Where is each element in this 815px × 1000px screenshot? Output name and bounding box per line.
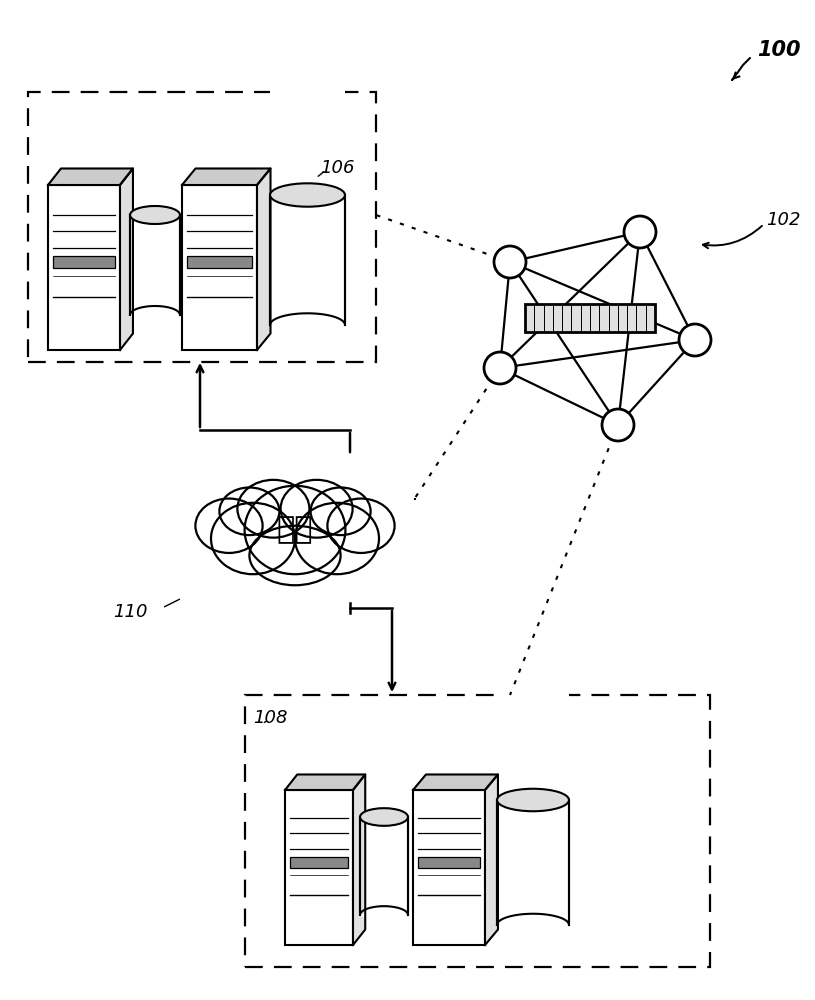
Text: 102: 102	[766, 211, 800, 229]
Bar	[618, 304, 628, 332]
Bar	[285, 790, 353, 945]
Polygon shape	[257, 168, 271, 350]
Bar	[535, 304, 544, 332]
Polygon shape	[413, 774, 498, 790]
Bar	[645, 304, 655, 332]
Bar	[413, 790, 485, 945]
Ellipse shape	[270, 183, 345, 207]
Ellipse shape	[328, 499, 394, 553]
Bar	[182, 185, 257, 350]
Bar	[544, 304, 553, 332]
Bar	[130, 115, 180, 215]
Text: 100: 100	[757, 40, 800, 60]
Ellipse shape	[211, 503, 295, 574]
Bar	[553, 304, 562, 332]
Circle shape	[494, 246, 526, 278]
Text: 106: 106	[320, 159, 355, 177]
Text: 网络: 网络	[277, 516, 313, 544]
Ellipse shape	[130, 206, 180, 224]
Bar	[290, 857, 348, 867]
Circle shape	[602, 409, 634, 441]
Polygon shape	[353, 774, 365, 945]
Bar	[48, 185, 120, 350]
Bar	[497, 675, 569, 800]
Bar	[581, 304, 590, 332]
Text: 108: 108	[253, 709, 288, 727]
Bar	[628, 304, 637, 332]
Bar	[187, 256, 252, 267]
Circle shape	[624, 216, 656, 248]
Ellipse shape	[196, 499, 262, 553]
Circle shape	[679, 324, 711, 356]
Bar	[525, 304, 655, 332]
Ellipse shape	[244, 486, 346, 574]
Bar	[53, 256, 115, 267]
Ellipse shape	[295, 503, 379, 574]
Ellipse shape	[280, 480, 353, 538]
Bar	[637, 304, 645, 332]
Ellipse shape	[311, 488, 371, 535]
Text: 110: 110	[113, 603, 148, 621]
Ellipse shape	[249, 526, 341, 585]
Ellipse shape	[497, 789, 569, 811]
Ellipse shape	[219, 488, 280, 535]
Bar	[599, 304, 609, 332]
Bar	[28, 92, 376, 362]
Bar	[571, 304, 581, 332]
Bar	[609, 304, 618, 332]
Bar	[245, 695, 710, 967]
Bar	[360, 719, 408, 817]
Ellipse shape	[360, 808, 408, 826]
Polygon shape	[285, 774, 365, 790]
Polygon shape	[120, 168, 133, 350]
Circle shape	[484, 352, 516, 384]
Bar	[270, 65, 345, 195]
Ellipse shape	[237, 480, 310, 538]
Bar	[590, 304, 599, 332]
Polygon shape	[182, 168, 271, 185]
Bar	[562, 304, 571, 332]
Polygon shape	[48, 168, 133, 185]
Bar	[418, 857, 480, 867]
Bar	[525, 304, 535, 332]
Polygon shape	[485, 774, 498, 945]
